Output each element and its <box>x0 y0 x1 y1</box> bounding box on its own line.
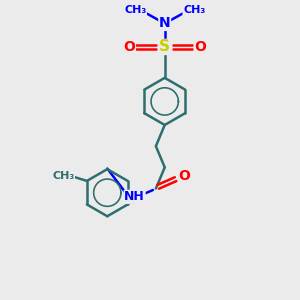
Text: O: O <box>194 40 206 54</box>
Text: O: O <box>178 169 190 183</box>
Text: CH₃: CH₃ <box>52 171 74 181</box>
Text: CH₃: CH₃ <box>183 5 205 15</box>
Text: S: S <box>159 39 170 54</box>
Text: N: N <box>159 16 170 30</box>
Text: NH: NH <box>124 190 145 203</box>
Text: O: O <box>124 40 135 54</box>
Text: CH₃: CH₃ <box>124 5 146 15</box>
